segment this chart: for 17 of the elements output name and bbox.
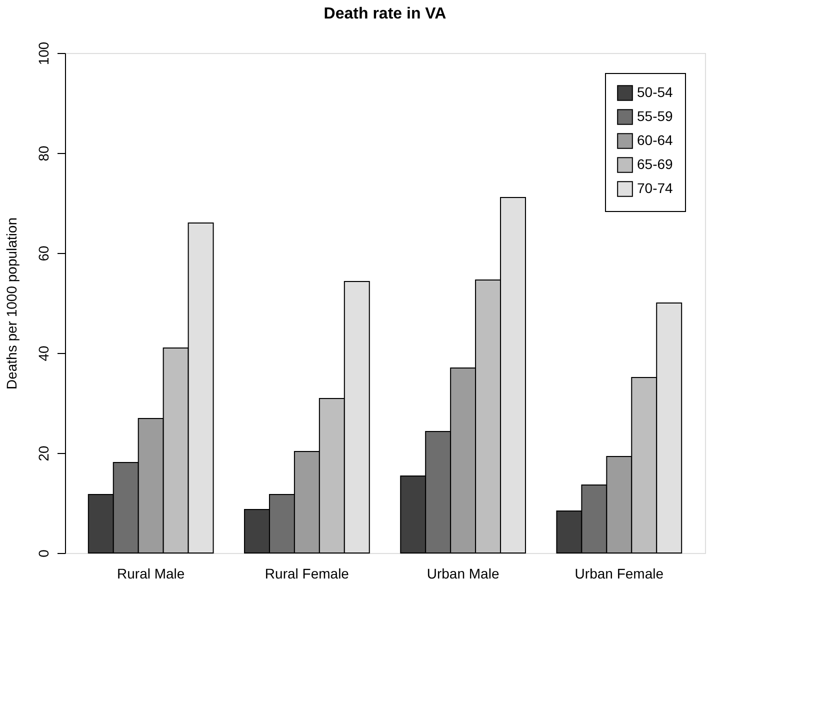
legend-label: 60-64 xyxy=(637,132,674,148)
legend-label: 70-74 xyxy=(637,180,674,196)
y-tick-label: 20 xyxy=(36,446,52,462)
chart-title: Death rate in VA xyxy=(324,5,447,22)
y-tick-label: 80 xyxy=(36,146,52,162)
x-tick-label: Rural Male xyxy=(117,566,185,582)
y-tick-label: 40 xyxy=(36,346,52,362)
legend-label: 65-69 xyxy=(637,156,674,172)
y-tick-label: 60 xyxy=(36,246,52,262)
y-axis-title: Deaths per 1000 population xyxy=(4,217,20,390)
y-tick-label: 0 xyxy=(36,549,52,558)
y-tick-label: 100 xyxy=(36,42,52,66)
legend-label: 50-54 xyxy=(637,84,674,100)
x-tick-label: Rural Female xyxy=(264,566,350,582)
legend-label: 55-59 xyxy=(637,108,674,124)
x-tick-label: Urban Male xyxy=(426,566,500,582)
x-tick-label: Urban Female xyxy=(574,566,664,582)
